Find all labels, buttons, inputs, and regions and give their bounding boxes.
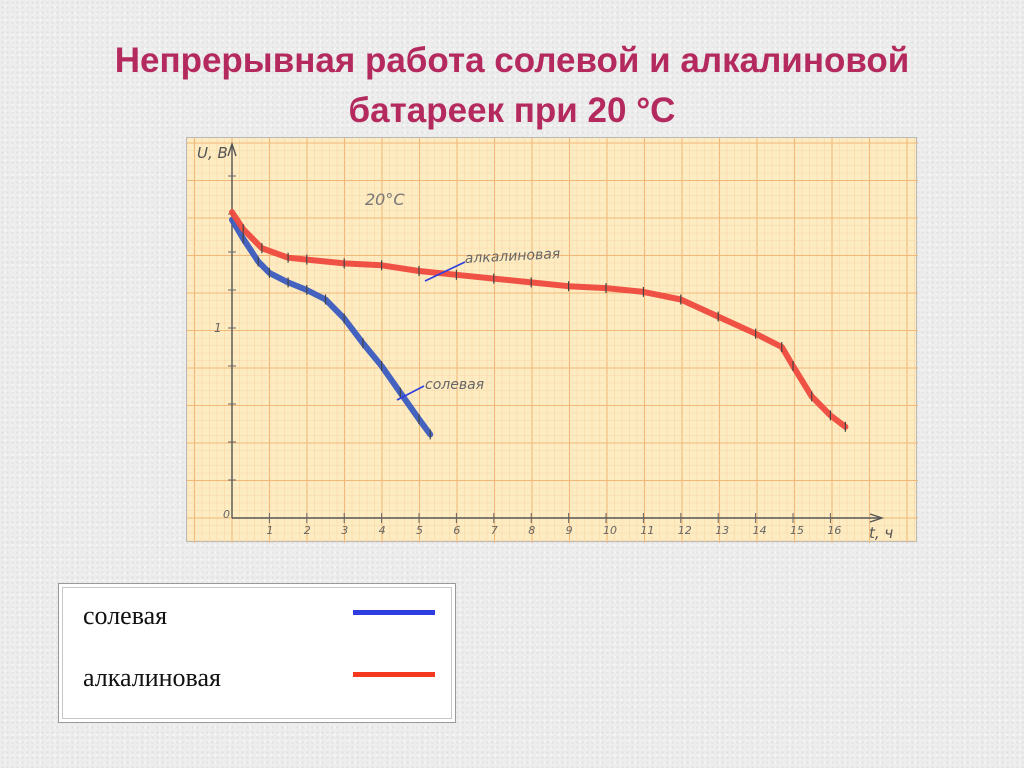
y-tick-label: 1 [214,321,222,335]
x-tick-label: 9 [566,524,573,537]
y-axis-arrow [227,141,237,157]
y-axis-label: U, В [197,144,228,162]
x-tick-label: 3 [341,524,348,537]
x-tick-label: 15 [790,524,804,537]
x-axis-arrow [869,513,885,523]
legend-label-saline: солевая [83,601,168,630]
x-tick-label: 14 [753,524,767,537]
leader-line-alkaline [424,261,466,282]
chart-ticks: 01 2 3 4 5 6 7 8 9 10 11 12 13 14 15 161 [214,175,841,537]
graph-paper-grid [187,138,918,543]
title-line-1: Непрерывная работа солевой и алкалиновой [114,41,910,80]
legend-label-alkaline: алкалиновая [83,663,221,692]
chart-svg: U, Вt, ч 01 2 3 4 5 6 7 8 9 10 11 12 13 14 15 161 20°Са… [187,138,918,543]
x-tick-label: 12 [678,524,692,537]
legend-inner-frame: солевая алкалиновая [62,587,452,719]
legend-swatch-alkaline [353,672,435,677]
inline-label-alkaline: алкалиновая [464,246,560,267]
series-line-1 [229,209,849,430]
legend-item-saline: солевая [63,596,451,636]
legend-item-alkaline: алкалиновая [63,658,451,698]
x-tick-label: 10 [603,524,617,537]
x-tick-label: 2 [304,524,311,537]
x-tick-label: 4 [379,524,386,537]
x-tick-label: 0 [223,508,230,521]
x-tick-label: 6 [453,524,460,537]
x-tick-label: 1 [266,524,273,537]
x-tick-label: 13 [715,524,729,537]
legend-swatch-saline [353,610,435,615]
legend-box: солевая алкалиновая [58,583,456,723]
chart-series [229,209,849,440]
leader-line-saline [396,385,425,401]
chart-annotation: 20°С [365,190,405,209]
x-axis-label: t, ч [869,524,893,542]
inline-label-saline: солевая [425,377,484,393]
title-line-2: батареек при 20 °С [348,91,676,130]
page-title: Непрерывная работа солевой и алкалиновой… [0,36,1024,136]
x-tick-label: 5 [416,524,423,537]
x-tick-label: 11 [640,524,654,537]
x-tick-label: 8 [528,524,535,537]
x-tick-label: 16 [827,524,841,537]
x-tick-label: 7 [491,524,498,537]
chart-axes: U, В t, ч [197,141,893,542]
chart-labels: 20°С алкалиновая солевая [365,190,561,401]
